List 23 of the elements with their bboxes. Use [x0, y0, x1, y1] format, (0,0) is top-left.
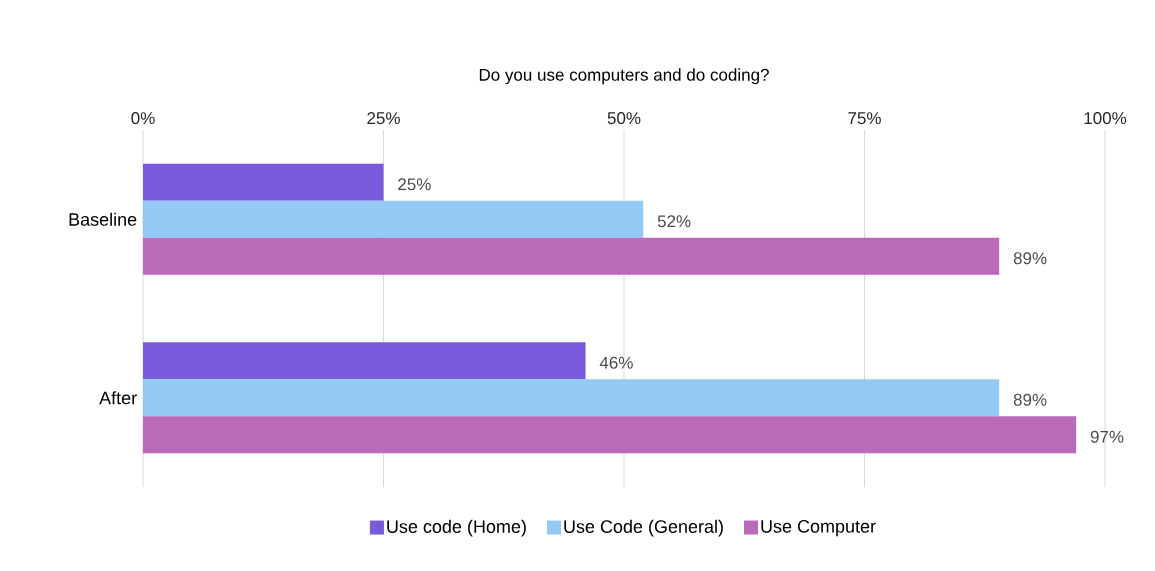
legend-label: Use code (Home) — [387, 519, 526, 537]
data-label: 52% — [657, 215, 691, 228]
x-tick-label: 25% — [367, 112, 400, 125]
bar — [143, 200, 644, 238]
y-tick-label: Baseline — [69, 212, 137, 226]
bar — [143, 163, 384, 201]
x-tick-label: 0% — [131, 112, 155, 125]
data-label: 97% — [1090, 430, 1124, 443]
bar — [143, 416, 1077, 454]
bar — [143, 379, 1000, 417]
data-label: 46% — [599, 356, 633, 369]
x-tick-label: 100% — [1084, 112, 1127, 125]
bar — [143, 342, 586, 380]
data-label: 25% — [398, 178, 431, 191]
bar — [143, 237, 1000, 275]
chart-title: Do you use computers and do coding? — [479, 68, 769, 85]
data-label: 89% — [1013, 252, 1047, 265]
legend-label: Use Computer — [761, 519, 876, 537]
x-tick-label: 75% — [848, 112, 881, 125]
data-label: 89% — [1013, 393, 1047, 406]
y-tick-label: After — [99, 391, 137, 405]
legend-label: Use Code (General) — [564, 519, 723, 537]
x-tick-label: 50% — [607, 112, 641, 125]
